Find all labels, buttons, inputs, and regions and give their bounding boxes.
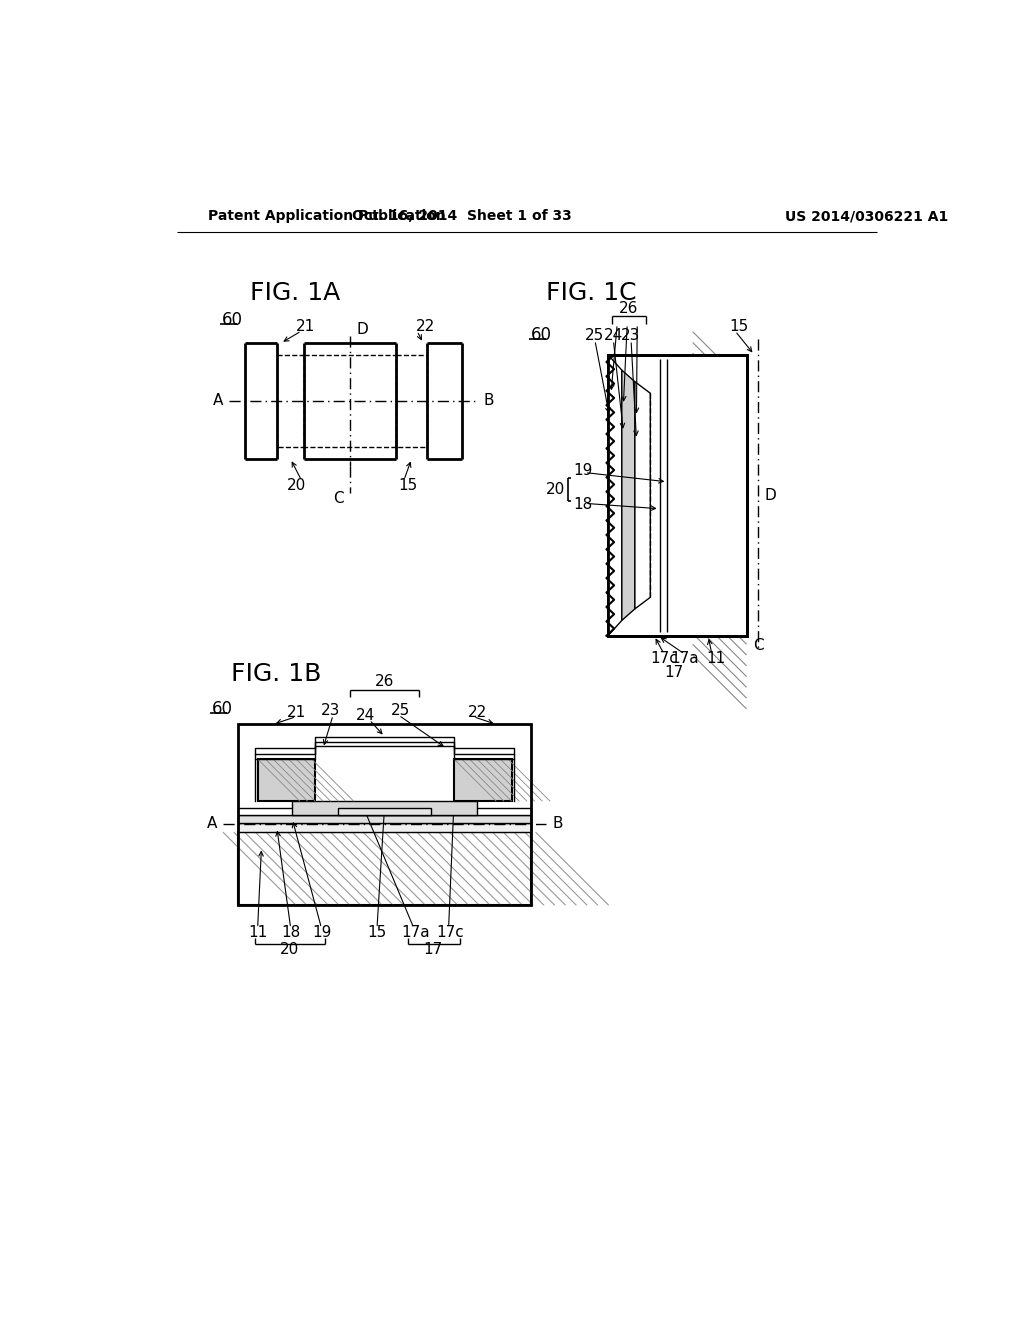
Bar (692, 355, 746, 636)
Text: 26: 26 (620, 301, 638, 315)
Text: 17c: 17c (436, 925, 464, 940)
Bar (454, 759, 512, 801)
Text: FIG. 1B: FIG. 1B (230, 663, 322, 686)
Text: 20: 20 (288, 478, 306, 494)
Text: Oct. 16, 2014  Sheet 1 of 33: Oct. 16, 2014 Sheet 1 of 33 (352, 209, 571, 223)
Bar (258, 759, 315, 801)
Text: B: B (483, 393, 494, 408)
Text: 24: 24 (355, 708, 375, 722)
Text: 17a: 17a (671, 651, 699, 667)
Text: 15: 15 (398, 478, 418, 494)
Polygon shape (608, 355, 622, 636)
Text: C: C (333, 491, 344, 507)
Text: 23: 23 (322, 704, 340, 718)
Bar (608, 355, 746, 636)
Text: 20: 20 (281, 941, 300, 957)
Bar (739, 355, 746, 636)
Text: 60: 60 (211, 700, 232, 718)
Bar (276, 355, 304, 447)
Text: 26: 26 (375, 675, 394, 689)
Text: C: C (753, 638, 763, 652)
Bar (339, 808, 431, 816)
Text: D: D (764, 488, 776, 503)
Text: 25: 25 (390, 704, 410, 718)
Text: 60: 60 (221, 312, 243, 329)
Bar (239, 822, 531, 832)
Text: 15: 15 (729, 318, 749, 334)
Text: 24: 24 (604, 327, 623, 343)
Polygon shape (650, 355, 692, 636)
Text: 60: 60 (531, 326, 552, 345)
Text: Patent Application Publication: Patent Application Publication (208, 209, 445, 223)
Text: D: D (356, 322, 368, 337)
Text: US 2014/0306221 A1: US 2014/0306221 A1 (785, 209, 948, 223)
Bar (239, 725, 531, 906)
Text: 11: 11 (248, 925, 267, 940)
Bar (396, 355, 427, 447)
Text: 18: 18 (282, 925, 300, 940)
Text: 18: 18 (573, 498, 593, 512)
Text: 21: 21 (287, 705, 306, 721)
Bar (304, 355, 396, 447)
Text: 22: 22 (467, 705, 486, 721)
Bar (239, 832, 531, 906)
Bar (239, 808, 531, 816)
Text: FIG. 1A: FIG. 1A (250, 281, 340, 305)
Text: 21: 21 (296, 318, 315, 334)
Polygon shape (622, 370, 635, 620)
Text: 20: 20 (547, 482, 565, 498)
Text: 11: 11 (707, 651, 725, 667)
Bar (239, 816, 531, 822)
Text: 23: 23 (622, 327, 641, 343)
Bar (292, 801, 477, 816)
Text: 17c: 17c (650, 651, 678, 667)
Text: 25: 25 (586, 327, 604, 343)
Text: B: B (553, 816, 563, 832)
Text: 17: 17 (424, 941, 442, 957)
Bar (608, 355, 746, 636)
Text: 19: 19 (312, 925, 331, 940)
Text: 19: 19 (573, 463, 593, 478)
Text: 17: 17 (665, 665, 684, 680)
Text: 17a: 17a (401, 925, 430, 940)
Text: A: A (207, 816, 217, 832)
Text: 15: 15 (368, 925, 387, 940)
Text: A: A (213, 393, 223, 408)
Text: FIG. 1C: FIG. 1C (547, 281, 637, 305)
Text: 22: 22 (416, 318, 435, 334)
Polygon shape (635, 381, 650, 609)
